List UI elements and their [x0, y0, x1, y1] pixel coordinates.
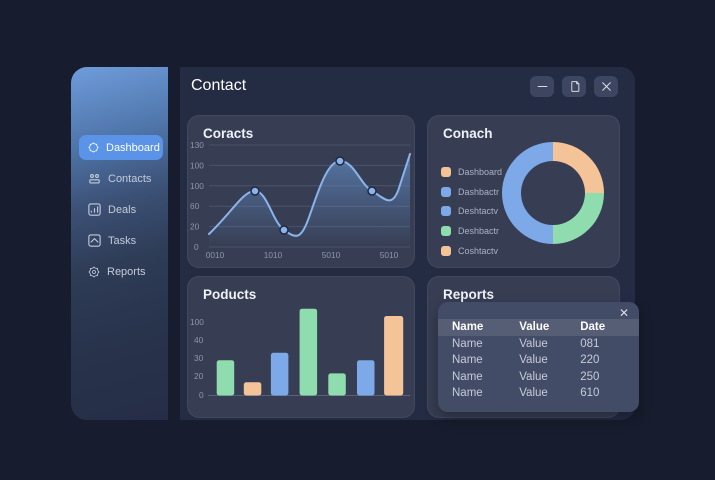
svg-text:100: 100: [190, 181, 204, 191]
svg-text:1010: 1010: [264, 250, 283, 260]
svg-text:100: 100: [190, 160, 204, 170]
svg-text:30: 30: [194, 353, 204, 363]
svg-text:40: 40: [194, 335, 204, 345]
svg-text:100: 100: [190, 317, 204, 327]
svg-text:0: 0: [199, 390, 204, 400]
svg-text:130: 130: [190, 140, 204, 150]
svg-text:20: 20: [194, 371, 204, 381]
svg-text:0010: 0010: [206, 250, 225, 260]
svg-text:5010: 5010: [322, 250, 341, 260]
svg-text:5010: 5010: [380, 250, 399, 260]
svg-text:60: 60: [190, 201, 200, 211]
svg-text:20: 20: [190, 222, 200, 232]
svg-text:0: 0: [194, 242, 199, 252]
